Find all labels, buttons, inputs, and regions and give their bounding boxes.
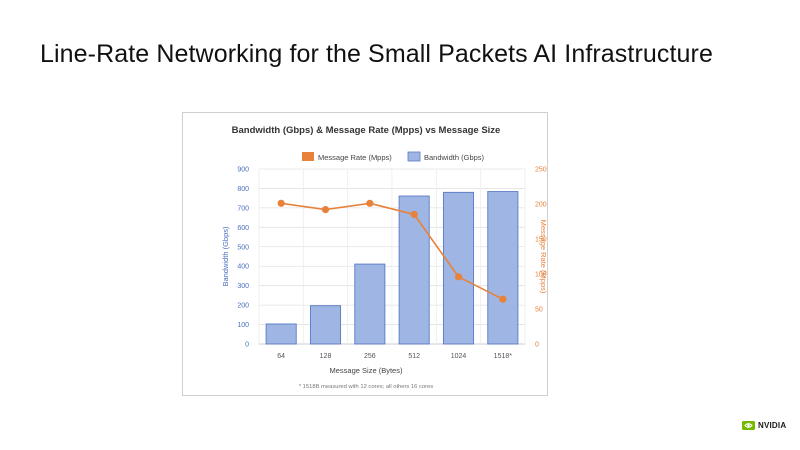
y-right-axis-title: Message Rate (Mpps) [539,220,548,294]
legend-swatch-message-rate [302,152,314,161]
line-point [277,199,285,207]
x-tick-label: 512 [408,353,420,360]
bar [354,263,386,345]
y-left-tick-label: 100 [237,322,249,329]
y-left-axis-title: Bandwidth (Gbps) [221,226,230,287]
y-left-tick-label: 0 [245,342,249,349]
chart-footnote: * 1518B measured with 12 cores; all othe… [299,384,433,390]
logo-text: NVIDIA [758,421,787,430]
y-left-tick-label: 500 [237,244,249,251]
nvidia-logo: NVIDIA [742,421,786,430]
y-left-tick-label: 300 [237,283,249,290]
y-left-tick-label: 800 [237,186,249,193]
y-left-tick-label: 200 [237,303,249,310]
y-right-tick-label: 150 [535,237,547,244]
line-message-rate [281,202,504,300]
bar [398,195,430,345]
bar [265,323,297,345]
x-tick-label: 1024 [451,353,467,360]
y-left-tick-label: 600 [237,225,249,232]
nvidia-eye-icon [742,421,755,430]
y-left-tick-label: 400 [237,264,249,271]
x-tick-label: 1518* [494,353,513,360]
legend-label-bandwidth: Bandwidth (Gbps) [424,153,485,162]
legend-label-message-rate: Message Rate (Mpps) [318,153,392,162]
chart-frame: Bandwidth (Gbps) & Message Rate (Mpps) v… [182,112,548,396]
legend-swatch-bandwidth [407,151,421,162]
chart-svg: Bandwidth (Gbps) & Message Rate (Mpps) v… [221,125,548,390]
line-point [321,206,330,214]
y-right-tick-label: 100 [535,272,547,279]
x-axis-title: Message Size (Bytes) [330,366,403,375]
line-point [410,210,418,219]
x-tick-label: 256 [364,353,376,360]
y-right-tick-label: 250 [535,167,547,174]
y-right-tick-label: 0 [535,342,539,349]
line-point [499,295,507,303]
slide-title: Line-Rate Networking for the Small Packe… [40,40,713,68]
x-tick-label: 64 [277,353,285,360]
chart-title: Bandwidth (Gbps) & Message Rate (Mpps) v… [232,125,501,136]
bar [442,191,475,345]
bar [309,305,342,345]
y-right-tick-label: 50 [535,307,543,314]
line-point [454,273,463,281]
line-point [366,199,374,207]
x-tick-label: 128 [320,353,332,360]
y-left-tick-label: 700 [237,205,249,212]
bar [487,191,519,345]
y-left-tick-label: 900 [237,167,249,174]
y-right-tick-label: 200 [535,202,547,209]
